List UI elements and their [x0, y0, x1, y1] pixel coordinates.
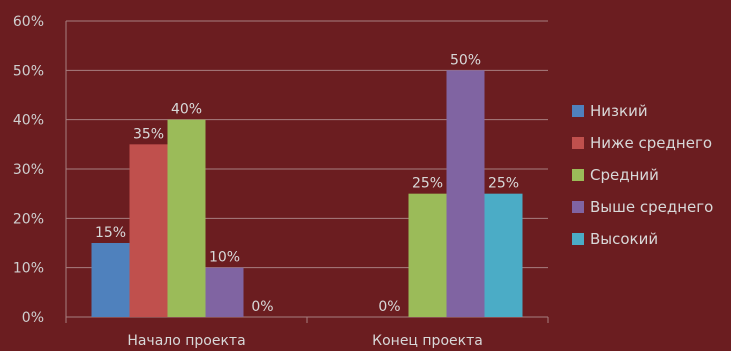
- y-tick-label: 30%: [13, 162, 44, 178]
- data-label: 25%: [488, 176, 519, 192]
- legend-swatch: [572, 233, 584, 245]
- legend-label: Выше среднего: [590, 198, 713, 216]
- data-label: 40%: [171, 102, 202, 118]
- data-label: 10%: [209, 250, 240, 266]
- y-tick-label: 20%: [13, 211, 44, 227]
- legend-swatch: [572, 169, 584, 181]
- legend-swatch: [572, 201, 584, 213]
- legend-label: Ниже среднего: [590, 134, 712, 152]
- bar: [205, 267, 244, 317]
- y-tick-label: 40%: [13, 113, 44, 129]
- data-label: 0%: [378, 299, 400, 315]
- data-label: 0%: [251, 299, 273, 315]
- data-label: 50%: [450, 52, 481, 68]
- x-tick-label: Конец проекта: [372, 333, 483, 349]
- bar: [446, 70, 485, 317]
- y-tick-label: 50%: [13, 63, 44, 79]
- legend-label: Высокий: [590, 230, 658, 248]
- legend-label: Средний: [590, 166, 659, 184]
- data-label: 35%: [133, 126, 164, 142]
- legend-label: Низкий: [590, 102, 648, 120]
- x-tick-label: Начало проекта: [127, 333, 245, 349]
- y-tick-label: 10%: [13, 261, 44, 277]
- bar: [91, 243, 130, 317]
- bar: [484, 193, 523, 317]
- bar: [167, 119, 206, 318]
- legend-swatch: [572, 137, 584, 149]
- legend-swatch: [572, 105, 584, 117]
- data-label: 25%: [412, 176, 443, 192]
- data-label: 15%: [95, 225, 126, 241]
- y-tick-label: 60%: [13, 14, 44, 30]
- y-tick-label: 0%: [22, 310, 44, 326]
- bar: [129, 144, 168, 317]
- bar: [408, 193, 447, 317]
